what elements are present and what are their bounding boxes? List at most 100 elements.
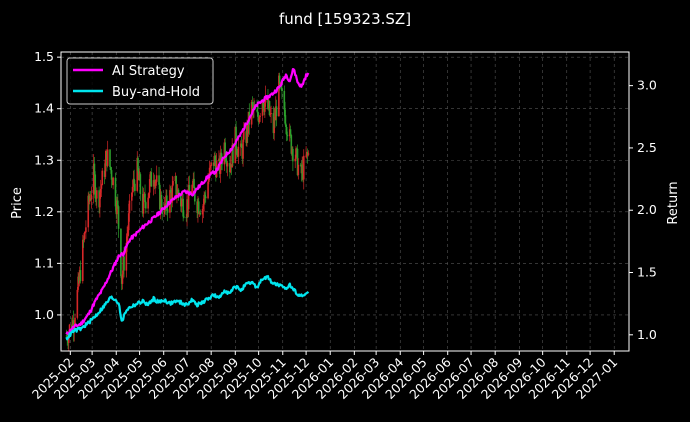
candle-body [95, 190, 98, 199]
candle-body [172, 181, 174, 186]
y-left-tick-label: 1.3 [34, 152, 54, 167]
candle-body [296, 148, 299, 176]
candle-body [131, 192, 133, 201]
candle-body [275, 106, 278, 117]
candle-body [197, 201, 200, 214]
candle-body [74, 317, 76, 325]
candle-body [257, 111, 259, 117]
candle-body [76, 289, 79, 318]
y-axis-left: 1.0 1.1 1.2 1.3 1.4 1.5 [34, 49, 61, 322]
candle-body [242, 139, 244, 159]
candle-body [77, 276, 79, 290]
candle-body [95, 198, 97, 200]
candle-body [101, 170, 104, 186]
candle-body [240, 143, 243, 148]
y-right-tick-label: 1.5 [637, 265, 657, 280]
legend: AI Strategy Buy-and-Hold [66, 57, 214, 105]
candle-body [302, 155, 305, 180]
candle-body [160, 194, 163, 209]
return-series [65, 68, 310, 341]
candle-body [261, 102, 264, 116]
candle-body [139, 174, 142, 195]
candle-body [82, 239, 85, 241]
candle-body [220, 152, 223, 162]
candle-body [175, 176, 177, 195]
y-right-tick-label: 2.5 [637, 140, 657, 155]
series-line-buy-and-hold [65, 275, 310, 341]
candle-body [193, 178, 195, 188]
candle-body [128, 200, 131, 214]
candle-body [126, 236, 128, 243]
legend-label-ai-strategy: AI Strategy [112, 64, 185, 79]
candle-body [278, 75, 280, 117]
candle-body [88, 198, 91, 202]
candle-body [110, 170, 113, 180]
candle-body [278, 75, 281, 84]
candle-body [84, 232, 86, 234]
candle-body [85, 227, 87, 233]
candle-body [264, 95, 267, 103]
candle-body [112, 177, 114, 186]
y-axis-right: 1.0 1.5 2.0 2.5 3.0 [629, 78, 657, 342]
legend-label-buy-and-hold: Buy-and-Hold [112, 85, 200, 100]
y-left-tick-label: 1.1 [34, 255, 54, 270]
candle-body [285, 126, 288, 135]
candle-body [145, 202, 147, 209]
candle-body [142, 193, 145, 214]
candle-body [154, 181, 156, 187]
candle-body [176, 194, 178, 196]
candle-body [232, 144, 234, 164]
candle-body [131, 186, 134, 193]
candle-body [161, 208, 163, 214]
candle-body [307, 153, 310, 155]
candle-body [144, 193, 146, 203]
candle-body [297, 164, 300, 176]
candle-body [136, 157, 139, 191]
candle-body [99, 192, 101, 208]
candle-body [286, 134, 289, 137]
candle-body [269, 114, 272, 116]
chart-title: fund [159323.SZ] [279, 10, 411, 28]
candle-body [109, 167, 112, 171]
candle-body [150, 172, 153, 187]
candle-body [225, 158, 227, 162]
y-right-tick-label: 1.0 [637, 327, 657, 342]
candle-body [191, 184, 194, 191]
candle-body [295, 148, 297, 159]
y-left-tick-label: 1.2 [34, 204, 54, 219]
candle-body [87, 195, 90, 228]
candle-body [235, 126, 237, 149]
candle-body [125, 242, 128, 271]
candle-body [99, 188, 102, 193]
candle-body [127, 230, 129, 237]
candle-body [202, 204, 205, 209]
candle-body [183, 216, 185, 218]
candle-body [190, 190, 193, 194]
candle-body [294, 158, 297, 162]
candle-body [285, 123, 287, 127]
candle-body [259, 115, 261, 117]
candle-body [134, 183, 136, 191]
candle-body [251, 101, 254, 105]
candle-body [155, 175, 158, 182]
candle-body [127, 213, 130, 231]
candle-body [243, 131, 245, 140]
legend-box [66, 57, 214, 105]
candle-body [147, 197, 149, 209]
candle-body [182, 198, 184, 217]
candle-body [177, 189, 180, 196]
candle-body [137, 157, 139, 172]
candle-body [262, 102, 265, 109]
candle-body [281, 89, 283, 91]
y-left-tick-label: 1.5 [34, 49, 54, 64]
candle-body [166, 195, 168, 210]
candle-body [214, 155, 216, 164]
candle-body [185, 217, 188, 219]
candle-body [93, 163, 96, 175]
candle-body [123, 256, 125, 271]
candle-body [83, 232, 86, 241]
candle-body [104, 159, 107, 177]
candle-body [208, 178, 210, 182]
y-axis-left-title: Price [10, 187, 25, 219]
candle-body [166, 209, 169, 213]
